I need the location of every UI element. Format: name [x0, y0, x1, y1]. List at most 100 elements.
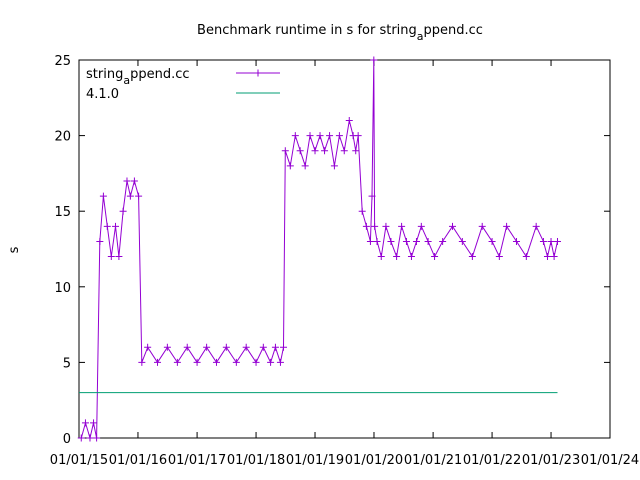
series-point	[321, 147, 329, 155]
x-tick-label: 01/01/16	[109, 453, 167, 468]
series-point	[377, 253, 385, 261]
series-point	[173, 358, 181, 366]
legend-label-4-1-0: 4.1.0	[86, 87, 119, 102]
series-point	[291, 132, 299, 140]
plot-frame	[78, 59, 611, 439]
series-point	[259, 343, 267, 351]
series-point	[547, 237, 555, 245]
series-point	[354, 132, 362, 140]
series-point	[340, 147, 348, 155]
chart-title: Benchmark runtime in s for stringappend.…	[197, 23, 483, 43]
legend: stringappend.cc 4.1.0	[86, 67, 280, 102]
series-point	[326, 132, 334, 140]
legend-label-post: ppend.cc	[130, 67, 189, 82]
series-point	[281, 147, 289, 155]
chart-title-pre: Benchmark runtime in s for string	[197, 23, 417, 38]
x-tick-label: 01/01/21	[404, 453, 462, 468]
series-point	[412, 237, 420, 245]
series-point	[163, 343, 171, 351]
series-point	[286, 162, 294, 170]
series-point	[503, 222, 511, 230]
y-axis-label: s	[7, 246, 22, 253]
series-point	[345, 116, 353, 124]
series-point	[488, 237, 496, 245]
series-point	[183, 343, 191, 351]
series-point	[366, 237, 374, 245]
y-tick-label: 20	[54, 130, 71, 145]
series-point	[539, 237, 547, 245]
series-point	[154, 358, 162, 366]
series-point	[532, 222, 540, 230]
series-point	[90, 419, 98, 427]
legend-marker-string-append	[254, 69, 262, 77]
series-point	[373, 237, 381, 245]
series-point	[316, 132, 324, 140]
series-point	[439, 237, 447, 245]
x-tick-label: 01/01/15	[50, 453, 108, 468]
series-point	[553, 237, 561, 245]
series-point	[424, 237, 432, 245]
series-point	[362, 222, 370, 230]
y-tick-label: 5	[63, 356, 71, 371]
series-point	[93, 434, 101, 442]
series-point	[222, 343, 230, 351]
series-point	[119, 207, 127, 215]
x-tick-label: 01/01/18	[227, 453, 285, 468]
legend-label-string-append: stringappend.cc	[86, 67, 190, 87]
legend-label-sub: a	[123, 74, 130, 87]
series-point	[371, 222, 379, 230]
chart-title-post: ppend.cc	[424, 23, 483, 38]
series-point	[107, 253, 115, 261]
series-point	[448, 222, 456, 230]
series-point	[193, 358, 201, 366]
series-point	[370, 56, 378, 64]
series-point	[276, 358, 284, 366]
series-point	[252, 358, 260, 366]
series-point	[495, 253, 503, 261]
series-point	[232, 358, 240, 366]
x-tick-label: 01/01/23	[522, 453, 580, 468]
series-point	[550, 253, 558, 261]
series-point	[271, 343, 279, 351]
chart-title-sub: a	[417, 30, 424, 43]
y-tick-label: 25	[54, 54, 71, 69]
series-point	[212, 358, 220, 366]
series-point	[115, 253, 123, 261]
series-point	[306, 132, 314, 140]
series-point	[203, 343, 211, 351]
series-point	[311, 147, 319, 155]
series-point	[522, 253, 530, 261]
series-point	[301, 162, 309, 170]
series-point	[335, 132, 343, 140]
series-point	[86, 434, 94, 442]
series-point	[138, 358, 146, 366]
y-tick-label: 10	[54, 281, 71, 296]
series-point	[407, 253, 415, 261]
series-point	[77, 434, 85, 442]
legend-label-pre: string	[86, 67, 123, 82]
series-point	[352, 147, 360, 155]
series-point	[130, 177, 138, 185]
series-point	[126, 192, 134, 200]
x-tick-label: 01/01/19	[286, 453, 344, 468]
series-point	[112, 222, 120, 230]
y-tick-label: 0	[63, 432, 71, 447]
series-point	[267, 358, 275, 366]
series-point	[431, 253, 439, 261]
series-point	[123, 177, 131, 185]
series-point	[358, 207, 366, 215]
series-point	[402, 237, 410, 245]
series-point	[368, 192, 376, 200]
series-point	[478, 222, 486, 230]
x-tick-label: 01/01/17	[168, 453, 226, 468]
series-point	[398, 222, 406, 230]
series-point	[81, 419, 89, 427]
series-point	[296, 147, 304, 155]
x-tick-label: 01/01/24	[581, 453, 639, 468]
series-point	[99, 192, 107, 200]
series-point	[242, 343, 250, 351]
series-point	[417, 222, 425, 230]
x-tick-label: 01/01/20	[345, 453, 403, 468]
